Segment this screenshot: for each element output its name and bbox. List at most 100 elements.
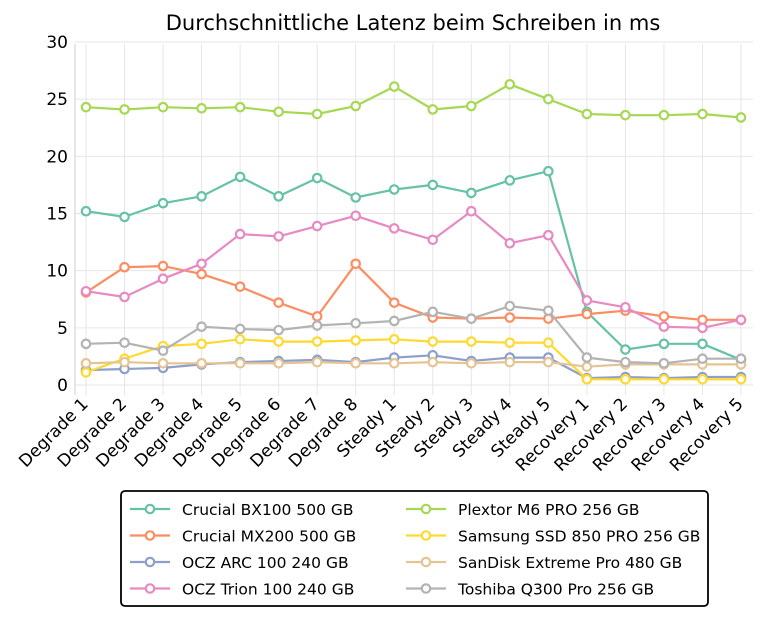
data-point (234, 101, 246, 113)
data-point (543, 229, 554, 241)
data-point (196, 258, 207, 270)
data-point (697, 353, 708, 365)
data-point (620, 356, 631, 368)
data-point (196, 338, 207, 350)
data-point (581, 361, 593, 373)
data-point (234, 228, 246, 240)
data-point (581, 373, 593, 385)
series-2 (80, 349, 747, 384)
data-point (504, 237, 516, 249)
legend-item: Plextor M6 PRO 256 GB (406, 501, 640, 519)
data-point (196, 268, 207, 280)
data-point (697, 373, 708, 385)
data-point (157, 197, 169, 209)
data-point (581, 295, 593, 306)
data-point (465, 205, 477, 217)
data-point (311, 320, 323, 331)
series-3 (80, 205, 747, 334)
data-point (196, 103, 207, 114)
data-point (234, 281, 246, 292)
legend-swatch-marker (420, 583, 432, 594)
data-point (427, 104, 439, 115)
data-point (465, 187, 477, 199)
data-point (234, 171, 246, 183)
data-point (388, 184, 400, 195)
data-point (504, 356, 516, 368)
data-point (620, 301, 631, 313)
legend-item: Crucial MX200 500 GB (130, 528, 356, 546)
y-axis-ticks: 0 5 10 15 20 25 30 (46, 33, 68, 396)
series-5 (80, 333, 747, 385)
series-line (85, 83, 742, 119)
data-point (157, 260, 169, 272)
data-point (119, 261, 130, 273)
legend-label: Samsung SSD 850 PRO 256 GB (458, 528, 700, 546)
data-point (311, 108, 323, 120)
data-point (427, 306, 439, 318)
data-point (697, 338, 708, 350)
legend-item: OCZ Trion 100 240 GB (130, 581, 354, 599)
data-point (620, 109, 631, 121)
data-point (427, 179, 439, 191)
chart-title: Durchschnittliche Latenz beim Schreiben … (166, 11, 661, 35)
data-point (119, 337, 130, 348)
data-point (388, 297, 400, 308)
data-point (543, 337, 554, 348)
y-tick-label: 10 (46, 262, 68, 282)
legend-swatch-marker (144, 583, 156, 594)
data-point (311, 172, 323, 184)
data-point (658, 109, 670, 121)
legend-label: Crucial BX100 500 GB (182, 501, 354, 519)
data-point (581, 108, 593, 120)
legend-swatch-marker (144, 556, 156, 568)
series-line (85, 361, 741, 368)
data-point (504, 300, 516, 312)
y-tick-label: 30 (46, 33, 68, 53)
data-point (273, 297, 284, 308)
data-point (350, 335, 362, 346)
data-point (350, 210, 362, 222)
data-point (465, 313, 477, 324)
data-point (350, 258, 362, 270)
legend-swatch-marker (144, 503, 156, 515)
data-point (427, 234, 439, 246)
data-point (658, 311, 670, 322)
series-line (85, 305, 741, 365)
data-point (311, 220, 323, 232)
data-point (620, 373, 631, 385)
data-point (465, 336, 477, 347)
legend-label: OCZ ARC 100 240 GB (182, 554, 349, 572)
data-point (658, 357, 670, 369)
data-point (273, 324, 284, 336)
data-point (658, 338, 670, 350)
legend-swatch-marker (420, 556, 432, 568)
data-point (311, 311, 323, 322)
data-point (427, 336, 439, 347)
data-point (735, 112, 747, 123)
legend-item: Crucial BX100 500 GB (130, 501, 354, 519)
legend-item: Toshiba Q300 Pro 256 GB (406, 581, 654, 599)
data-point (735, 314, 747, 326)
legend-label: Crucial MX200 500 GB (182, 528, 356, 546)
series-6 (80, 356, 747, 373)
data-point (350, 317, 362, 329)
data-point (311, 336, 323, 347)
series-0 (80, 165, 747, 366)
data-point (80, 285, 92, 297)
series-line (85, 354, 741, 380)
legend-swatch-marker (420, 503, 432, 515)
data-point (273, 191, 284, 202)
data-point (350, 357, 362, 369)
y-tick-label: 5 (57, 319, 68, 339)
data-point (735, 353, 747, 365)
series-lines (80, 79, 747, 385)
y-tick-label: 0 (57, 376, 68, 396)
data-point (388, 81, 400, 92)
data-point (504, 312, 516, 323)
data-point (388, 333, 400, 345)
data-point (234, 323, 246, 335)
data-point (80, 367, 92, 378)
data-point (388, 223, 400, 234)
data-point (119, 291, 130, 303)
data-point (697, 108, 708, 120)
